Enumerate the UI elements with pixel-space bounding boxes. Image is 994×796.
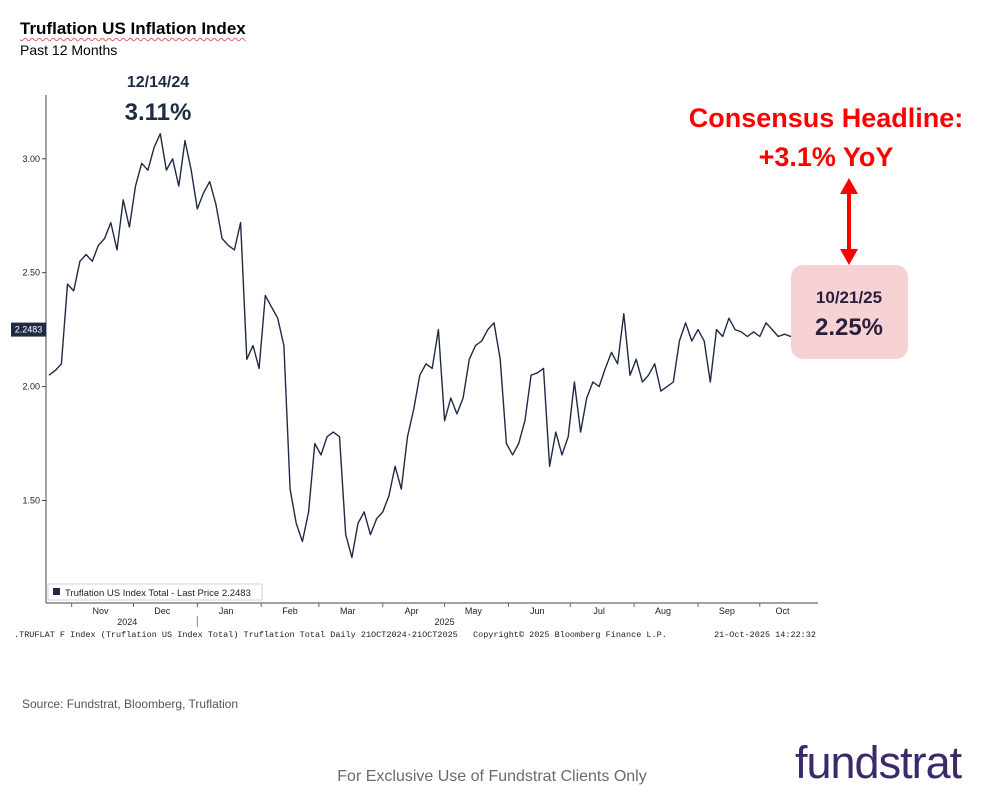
peak-value-label: 3.11% — [125, 99, 192, 126]
y-tick-label: 3.00 — [22, 154, 40, 164]
latest-value-label: 2.25% — [815, 314, 883, 341]
x-tick-label: Apr — [405, 606, 419, 616]
chart-title: Truflation US Inflation Index — [20, 19, 246, 38]
y-tick-label: 1.50 — [22, 495, 40, 505]
latest-callout-box — [791, 265, 908, 359]
chart-subtitle: Past 12 Months — [20, 42, 118, 58]
consensus-headline-label: Consensus Headline: — [689, 103, 964, 133]
x-tick-label: Sep — [719, 606, 735, 616]
peak-date-label: 12/14/24 — [127, 74, 189, 91]
x-tick-label: Jun — [530, 606, 545, 616]
x-tick-label: Jul — [593, 606, 605, 616]
fundstrat-logo: fundstrat — [795, 737, 962, 788]
legend — [47, 583, 263, 601]
x-year-label: 2025 — [435, 617, 455, 627]
x-tick-label: May — [465, 606, 483, 616]
timestamp-text: 21-Oct-2025 14:22:32 — [714, 630, 816, 640]
ticker-line: .TRUFLAT F Index (Truflation US Index To… — [14, 630, 458, 640]
consensus-value-label: +3.1% YoY — [759, 142, 894, 172]
legend-label: Truflation US Index Total - Last Price 2… — [65, 588, 251, 599]
source-note: Source: Fundstrat, Bloomberg, Truflation — [22, 697, 239, 711]
chart-area: 3.00 2.50 2.00 1.50 Nov Dec Jan Feb Mar Apr May Ju… — [11, 74, 964, 640]
double-arrow — [840, 178, 858, 265]
x-year-label: 2024 — [117, 617, 137, 627]
x-tick-label: Feb — [282, 606, 298, 616]
x-tick-label: Aug — [655, 606, 671, 616]
x-axis-ticks: Nov Dec Jan Feb Mar Apr May Jun Jul Aug Sep Oct 2024… — [71, 603, 790, 627]
y-axis-ticks: 3.00 2.50 2.00 1.50 — [22, 154, 46, 505]
footer-disclaimer: For Exclusive Use of Fundstrat Clients O… — [337, 768, 647, 785]
y-tick-label: 2.50 — [22, 268, 40, 278]
legend-swatch — [53, 588, 60, 595]
x-tick-label: Nov — [92, 606, 109, 616]
series-line-truflation — [48, 133, 802, 559]
last-price-tag — [11, 322, 46, 337]
x-tick-label: Oct — [775, 606, 790, 616]
latest-date-label: 10/21/25 — [816, 288, 882, 307]
x-tick-label: Jan — [219, 606, 234, 616]
copyright-text: Copyright© 2025 Bloomberg Finance L.P. — [473, 630, 667, 640]
x-tick-label: Dec — [154, 606, 171, 616]
last-price-tag-label: 2.2483 — [15, 325, 43, 335]
y-tick-label: 2.00 — [22, 382, 40, 392]
x-tick-label: Mar — [340, 606, 356, 616]
